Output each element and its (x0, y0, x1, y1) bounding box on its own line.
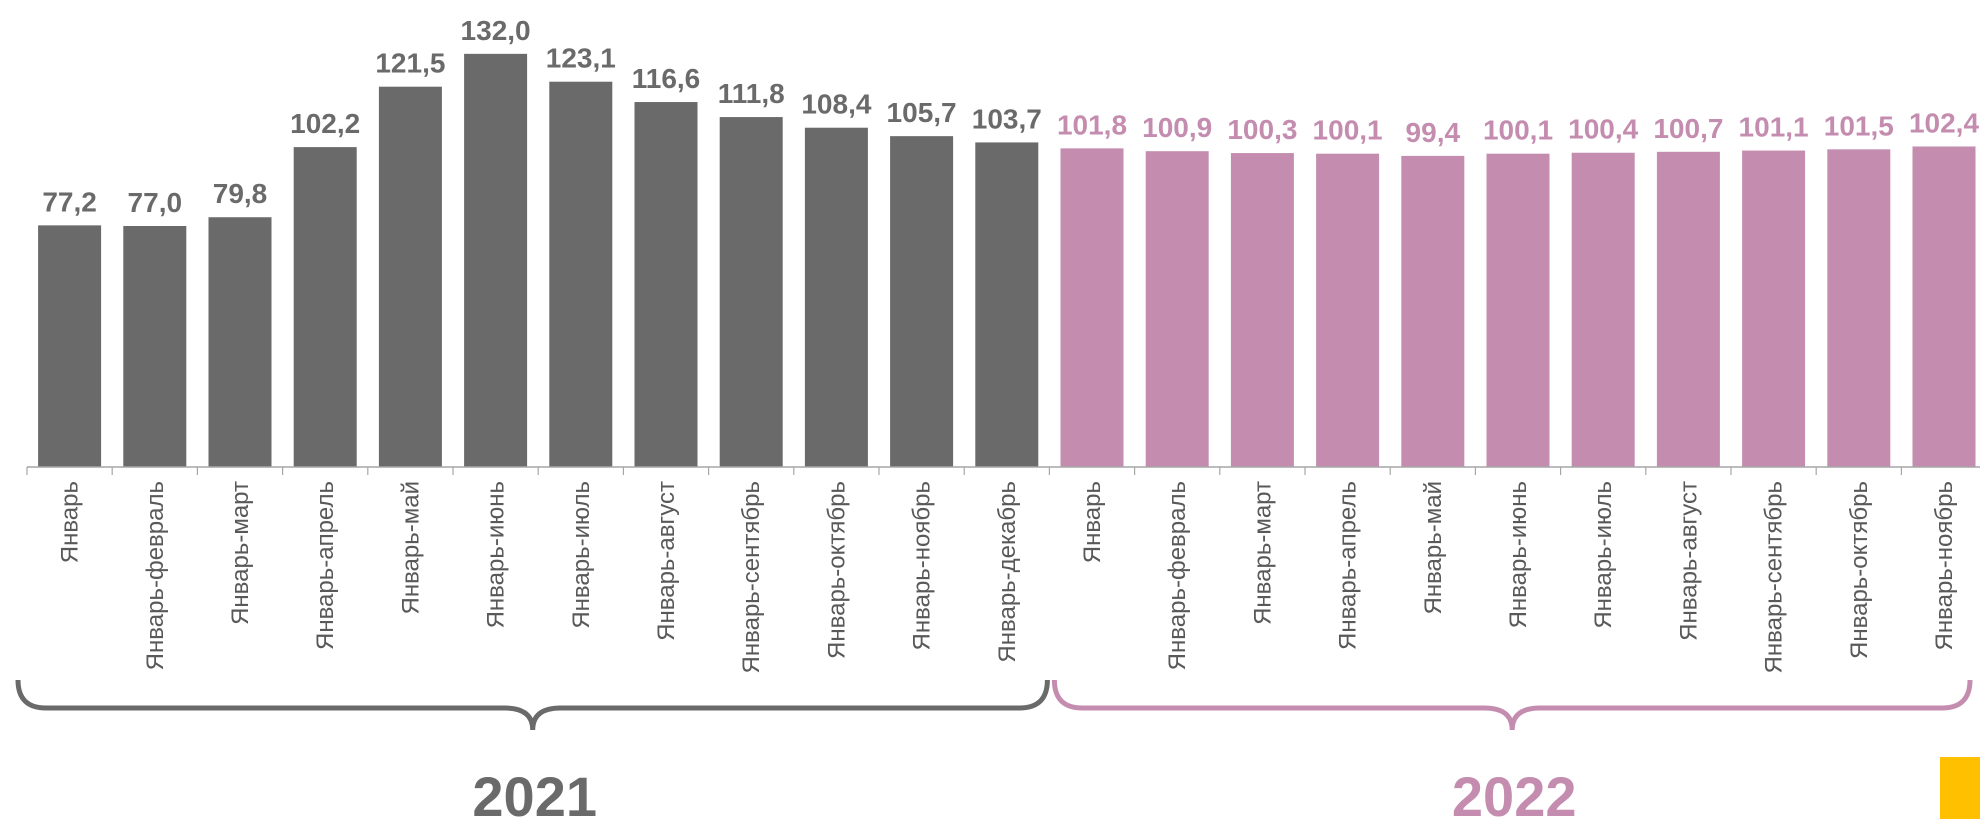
x-axis (26, 466, 1980, 475)
bar-2021-3 (208, 217, 272, 467)
category-label-2021-8: Январь-август (653, 481, 680, 641)
category-label-2022-7: Январь-июль (1590, 481, 1617, 629)
category-label-2022-10: Январь-октябрь (1846, 481, 1873, 659)
value-label-2021-4: 102,2 (290, 108, 360, 139)
category-label-2022-11: Январь-ноябрь (1931, 481, 1958, 650)
category-label-2021-6: Январь-июнь (483, 481, 510, 628)
value-label-2021-1: 77,2 (42, 186, 97, 217)
value-label-2022-2: 100,9 (1142, 112, 1212, 143)
category-labels-layer: Январь Январь-февраль Январь-март Январь-ап… (57, 481, 1958, 673)
value-label-2022-5: 99,4 (1406, 117, 1461, 148)
value-label-2021-12: 103,7 (972, 103, 1042, 134)
bar-2022-2 (1145, 151, 1209, 468)
category-label-2021-7: Январь-июль (568, 481, 595, 629)
bars-layer (38, 53, 1976, 468)
category-label-2021-12: Январь-декабрь (994, 481, 1021, 663)
category-label-2022-8: Январь-август (1675, 481, 1702, 641)
value-label-2022-10: 101,5 (1824, 110, 1894, 141)
year-brace-2021 (15, 679, 1050, 731)
year-braces-layer: 2021 2022 (15, 679, 1973, 819)
bar-2022-6 (1486, 153, 1550, 467)
bar-2021-8 (634, 102, 698, 468)
bar-2022-8 (1656, 151, 1720, 467)
category-label-2022-2: Январь-февраль (1164, 481, 1191, 670)
category-label-2021-5: Январь-май (397, 481, 424, 615)
bar-2021-12 (975, 142, 1039, 467)
value-label-2021-2: 77,0 (128, 187, 183, 218)
value-label-2021-9: 111,8 (718, 78, 785, 109)
value-label-2021-11: 105,7 (887, 97, 957, 128)
category-label-2021-9: Январь-сентябрь (738, 481, 765, 673)
value-label-2022-8: 100,7 (1653, 113, 1723, 144)
bar-2021-11 (890, 136, 954, 467)
bar-2022-10 (1827, 149, 1891, 467)
bar-2022-1 (1060, 148, 1124, 467)
value-label-2021-6: 132,0 (461, 15, 531, 46)
value-label-2022-11: 102,4 (1909, 107, 1979, 138)
category-label-2022-1: Январь (1079, 481, 1106, 563)
value-label-2021-7: 123,1 (546, 43, 616, 74)
year-label-2022: 2022 (1452, 765, 1577, 819)
category-label-2021-3: Январь-март (227, 481, 254, 625)
category-label-2021-11: Январь-ноябрь (909, 481, 936, 650)
value-label-2022-7: 100,4 (1568, 114, 1638, 145)
category-label-2021-2: Январь-февраль (142, 481, 169, 670)
category-label-2022-3: Январь-март (1249, 481, 1276, 625)
category-label-2022-6: Январь-июнь (1505, 481, 1532, 628)
corner-page-badge (1940, 757, 1980, 819)
category-label-2022-9: Январь-сентябрь (1761, 481, 1788, 673)
bar-2021-4 (293, 147, 357, 467)
bar-2022-11 (1912, 146, 1976, 467)
category-label-2022-4: Январь-апрель (1335, 481, 1362, 650)
value-labels-layer: 77,2 77,0 79,8 102,2 121,5 132,0 123,1 116,6 111… (42, 15, 1979, 218)
category-label-2021-10: Январь-октябрь (823, 481, 850, 659)
bar-2022-9 (1742, 150, 1806, 467)
bar-2021-2 (123, 225, 187, 467)
bar-2022-5 (1401, 155, 1465, 468)
value-label-2022-1: 101,8 (1057, 109, 1127, 140)
year-brace-2022 (1051, 679, 1973, 731)
bar-2022-4 (1316, 153, 1380, 467)
bar-2021-5 (378, 86, 442, 467)
value-label-2021-10: 108,4 (801, 89, 871, 120)
category-label-2021-1: Январь (57, 481, 84, 563)
year-label-2021: 2021 (472, 765, 597, 819)
bar-2021-1 (38, 225, 102, 467)
value-label-2021-8: 116,6 (632, 63, 701, 94)
bar-2021-6 (464, 53, 528, 468)
bar-2022-3 (1230, 153, 1294, 467)
value-label-2022-9: 101,1 (1739, 112, 1809, 143)
value-label-2022-3: 100,3 (1227, 114, 1297, 145)
value-label-2021-3: 79,8 (213, 178, 268, 209)
category-label-2022-5: Январь-май (1420, 481, 1447, 615)
category-label-2021-4: Январь-апрель (312, 481, 339, 650)
value-label-2022-4: 100,1 (1313, 115, 1383, 146)
bar-2021-7 (549, 81, 613, 468)
value-label-2021-5: 121,5 (375, 48, 445, 79)
bar-2021-10 (804, 127, 868, 467)
value-label-2022-6: 100,1 (1483, 115, 1553, 146)
bar-2021-9 (719, 117, 783, 467)
bar-2022-7 (1571, 152, 1635, 468)
